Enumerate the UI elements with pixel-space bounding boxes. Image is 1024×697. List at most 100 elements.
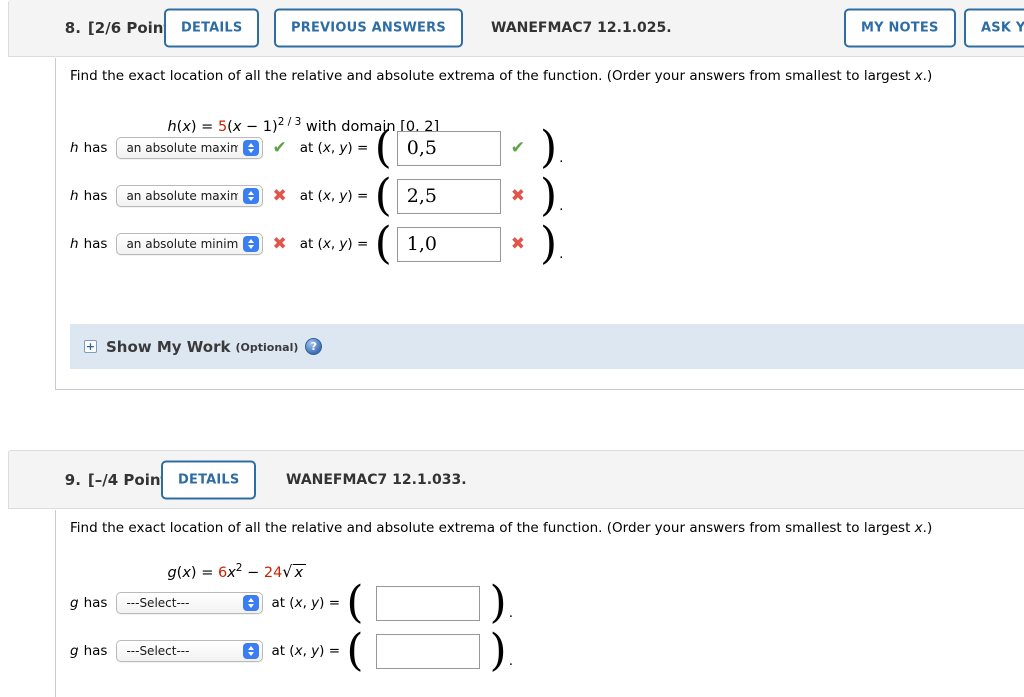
problem9-answer-row-2: g has ---Select--- at (x, y) = ( ) . [70,627,513,675]
sentence-period: . [559,246,564,262]
expand-plus-icon[interactable]: + [84,340,97,353]
formula-lparen: ( [176,118,183,135]
extremum-type-select[interactable]: ---Select--- [116,640,264,662]
at-xy-label: at (x, y) = [271,643,345,659]
question-text-end: .) [922,68,933,84]
big-paren-close: ) [489,625,507,676]
show-my-work-optional: (Optional) [235,341,299,354]
at-xy-label: at (x, y) = [299,236,373,252]
formula-equals: ) = [190,565,218,581]
big-paren-open: ( [346,577,364,628]
problem8-left-border [55,58,56,389]
big-paren-open: ( [374,218,392,269]
formula-lparen: ( [176,565,183,581]
big-paren-open: ( [346,625,364,676]
question-text: Find the exact location of all the relat… [70,520,915,536]
problem8-bottom-border [55,389,1024,390]
at-xy-label: at (x, y) = [299,188,373,204]
select-value: ---Select--- [126,596,190,610]
formula-var-x: x [182,118,191,135]
question-var-x: x [914,68,923,84]
select-value: an absolute maximum [126,141,239,155]
radical-sign: √ [282,562,293,581]
big-paren-close: ) [540,218,558,269]
extremum-type-select[interactable]: an absolute maximum [116,137,264,159]
formula-equals: ) = [190,118,218,135]
sentence-period: . [508,605,513,621]
formula-minus-one: − 1) [241,118,278,135]
problem8-source: WANEFMAC7 12.1.025. [491,20,672,36]
problem9-answer-row-1: g has ---Select--- at (x, y) = ( ) . [70,579,513,627]
formula-coefficient-6: 6 [217,565,228,581]
sentence-period: . [559,198,564,214]
details-button[interactable]: DETAILS [161,460,257,499]
problem8-header-bar: 8. [2/6 Points] DETAILS PREVIOUS ANSWERS … [8,0,1024,57]
big-paren-close: ) [540,170,558,221]
problem8-formula: h(x) = 5(x − 1)2 / 3 with domain [0, 2] [149,100,439,151]
problem8-answer-row-3: h has an absolute minimum ✖ at (x, y) = … [70,220,563,268]
row-has-label: has [83,188,108,204]
my-notes-button[interactable]: MY NOTES [844,8,956,48]
incorrect-cross-icon: ✖ [510,185,525,206]
problem9-number: 9. [64,470,81,489]
extremum-type-select[interactable]: an absolute maximum [116,185,264,207]
extremum-type-select[interactable]: an absolute minimum [116,233,264,255]
problem9-source: WANEFMAC7 12.1.033. [286,471,467,488]
formula-coefficient: 5 [217,118,228,135]
problem9-left-border [55,510,56,697]
answer-input[interactable] [396,226,501,262]
help-question-icon[interactable]: ? [305,338,323,355]
sentence-period: . [559,150,564,166]
show-my-work-title: Show My Work [106,337,231,356]
big-paren-close: ) [540,122,558,173]
big-paren-close: ) [489,577,507,628]
formula-var-x2: x [232,118,242,135]
sentence-period: . [508,653,513,669]
formula-minus: − [242,565,264,581]
incorrect-cross-icon: ✖ [272,185,287,206]
formula-coefficient-24: 24 [263,565,283,581]
answer-input[interactable] [375,633,480,669]
select-value: ---Select--- [126,644,190,658]
row-has-label: has [83,595,108,611]
answer-input[interactable] [396,178,501,214]
problem8-question: Find the exact location of all the relat… [70,68,932,84]
problem9-question: Find the exact location of all the relat… [70,520,932,536]
incorrect-cross-icon: ✖ [510,233,525,254]
row-func-name: h [70,188,79,204]
select-stepper-icon [243,140,260,156]
problem8-answer-row-2: h has an absolute maximum ✖ at (x, y) = … [70,172,563,220]
select-stepper-icon [243,236,260,252]
formula-func-h: h [167,118,177,135]
at-xy-label: at (x, y) = [299,140,373,156]
previous-answers-button[interactable]: PREVIOUS ANSWERS [274,8,463,48]
correct-check-icon: ✔ [510,137,525,158]
answer-input[interactable] [375,585,480,621]
formula-var-x2: x [227,565,236,581]
question-text: Find the exact location of all the relat… [70,68,915,84]
row-has-label: has [83,643,108,659]
correct-check-icon: ✔ [272,137,287,158]
formula-func-g: g [167,565,177,581]
select-value: an absolute minimum [126,237,239,251]
show-my-work-bar[interactable]: + Show My Work (Optional) ? [70,324,1024,369]
problem8-answer-row-1: h has an absolute maximum ✔ at (x, y) = … [70,124,563,172]
select-stepper-icon [243,643,260,659]
answer-input[interactable] [396,130,501,166]
row-func-name: g [70,643,79,659]
at-xy-label: at (x, y) = [271,595,345,611]
details-button[interactable]: DETAILS [164,8,260,48]
extremum-type-select[interactable]: ---Select--- [116,592,264,614]
select-stepper-icon [243,595,260,611]
question-var-x: x [914,520,923,536]
select-value: an absolute maximum [126,189,239,203]
problem9-header-bar: 9. [–/4 Points] DETAILS WANEFMAC7 12.1.03… [8,450,1024,509]
row-has-label: has [83,236,108,252]
row-func-name: h [70,236,79,252]
row-func-name: h [70,140,79,156]
formula-exponent: 2 / 3 [277,116,302,128]
ask-your-teacher-button[interactable]: ASK YOUR TEACHER [964,8,1024,48]
question-text-end: .) [922,520,933,536]
incorrect-cross-icon: ✖ [272,233,287,254]
